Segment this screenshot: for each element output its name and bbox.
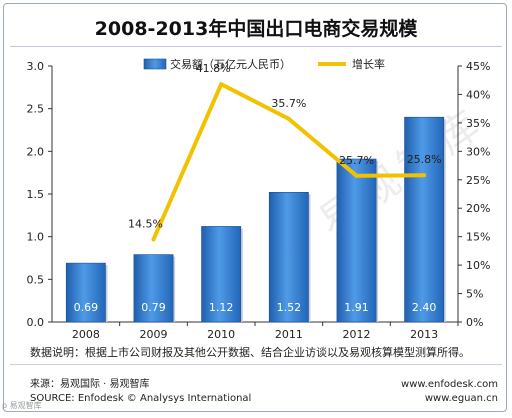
legend-label-line: 增长率: [352, 57, 385, 71]
title-divider: [10, 46, 502, 47]
growth-value-label: 41.8%: [196, 62, 231, 75]
source-right: www.enfodesk.com www.eguan.cn: [401, 378, 498, 406]
bar-value-label: 0.69: [74, 301, 99, 314]
bar-value-label: 2.40: [412, 301, 437, 314]
y-right-tick-label: 45%: [466, 60, 490, 73]
growth-value-label: 25.7%: [339, 154, 374, 167]
bar: [404, 116, 445, 323]
chart-title: 2008-2013年中国出口电商交易规模: [94, 18, 418, 40]
chart-axes: 0.0 0.5 1.0 1.5 2.0 2.5 3.0 0% 5% 10% 15% 20% 25% 30%…: [27, 60, 491, 341]
bar-value-label: 1.52: [277, 301, 302, 314]
y-left-tick-label: 0.0: [27, 316, 45, 329]
growth-value-label: 14.5%: [128, 218, 163, 231]
y-right-tick-label: 25%: [466, 174, 490, 187]
bar-value-label: 1.12: [209, 301, 234, 314]
bar: [268, 191, 309, 323]
y-right-tick-label: 40%: [466, 88, 490, 101]
growth-point: [151, 237, 156, 242]
growth-point: [422, 173, 427, 178]
legend-label-bar: 交易额（万亿元人民币）: [170, 57, 291, 71]
x-tick-label: 2013: [410, 328, 438, 341]
data-note: 数据说明：根据上市公司财报及其他公开数据、结合企业访谈以及易观核算模型测算所得。: [30, 346, 470, 359]
source-label: 来源：易观国际 · 易观智库: [30, 379, 150, 390]
line-series: 14.5% 41.8% 35.7% 25.7% 25.8%: [128, 62, 442, 242]
y-left-tick-label: 2.5: [27, 103, 45, 116]
y-left-tick-label: 1.5: [27, 188, 45, 201]
y-right-tick-label: 30%: [466, 145, 490, 158]
x-tick-label: 2012: [343, 328, 371, 341]
y-right-tick-label: 0%: [466, 316, 483, 329]
growth-value-label: 25.8%: [407, 153, 442, 166]
growth-value-label: 35.7%: [271, 97, 306, 110]
bar: [65, 262, 106, 323]
y-right-tick-label: 20%: [466, 202, 490, 215]
bar: [336, 158, 377, 323]
source-url-eguan: www.eguan.cn: [424, 393, 498, 404]
source-copyright: SOURCE: Enfodesk © Analysys Internationa…: [30, 393, 252, 404]
growth-point: [286, 116, 291, 121]
x-tick-label: 2009: [140, 328, 168, 341]
source-url-enfodesk: www.enfodesk.com: [401, 379, 498, 390]
y-right-tick-label: 35%: [466, 117, 490, 130]
legend-swatch-bar: [143, 58, 167, 70]
bar-value-label: 0.79: [141, 301, 166, 314]
chart-legend: 交易额（万亿元人民币） 增长率: [143, 57, 385, 71]
y-left-tick-label: 3.0: [27, 60, 45, 73]
corner-watermark: p 易观智库: [2, 401, 42, 410]
y-right-tick-label: 5%: [466, 288, 483, 301]
y-left-tick-label: 1.0: [27, 231, 45, 244]
bar-series: 0.69 0.79 1.12 1.52 1.91 2.40: [65, 116, 446, 323]
growth-point: [354, 173, 359, 178]
y-right-tick-label: 10%: [466, 259, 490, 272]
growth-point: [219, 82, 224, 87]
source-divider: [10, 364, 502, 365]
source-left: 来源：易观国际 · 易观智库 SOURCE: Enfodesk © Analys…: [30, 378, 251, 406]
x-tick-label: 2010: [207, 328, 235, 341]
x-tick-label: 2011: [275, 328, 303, 341]
x-tick-label: 2008: [72, 328, 100, 341]
y-right-tick-label: 15%: [466, 231, 490, 244]
bar: [201, 226, 242, 323]
y-left-tick-label: 2.0: [27, 145, 45, 158]
bar: [133, 254, 174, 323]
bar-value-label: 1.91: [344, 301, 369, 314]
y-left-tick-label: 0.5: [27, 273, 45, 286]
